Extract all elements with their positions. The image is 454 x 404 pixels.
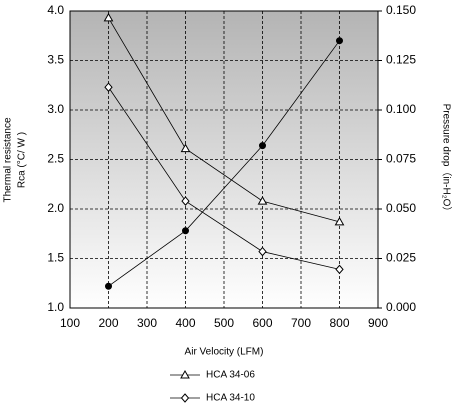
legend-label: HCA 34-10: [206, 393, 255, 404]
y-axis-label: Rca (°C/ W ): [17, 132, 28, 188]
x-tick-label: 800: [329, 316, 349, 330]
x-tick-label: 700: [291, 316, 311, 330]
marker: [105, 282, 112, 290]
y2-tick-label: 0.125: [386, 53, 416, 67]
series-line: [108, 40, 340, 287]
x-tick-label: 900: [368, 316, 388, 330]
y2-tick-label: 0.025: [386, 251, 416, 265]
y-tick-label: 1.5: [47, 251, 64, 265]
marker: [258, 246, 267, 257]
marker: [334, 216, 345, 226]
y2-axis-label: Pressure drop（in-H₂O）: [440, 104, 452, 217]
y-tick-label: 2.0: [47, 201, 64, 215]
series-line: [108, 87, 340, 270]
marker: [336, 37, 343, 45]
y-tick-label: 3.5: [47, 53, 64, 67]
marker: [180, 393, 190, 403]
x-tick-label: 400: [175, 316, 195, 330]
series-line: [108, 17, 340, 223]
marker: [335, 264, 344, 275]
marker: [182, 227, 189, 235]
marker: [104, 82, 113, 92]
y2-tick-label: 0.150: [386, 3, 416, 17]
marker: [259, 142, 266, 150]
y-axis-label: Thermal resistance: [3, 117, 14, 202]
x-tick-label: 300: [137, 316, 157, 330]
x-axis-label: Air Velocity (LFM): [185, 347, 264, 358]
x-tick-label: 500: [214, 316, 234, 330]
y2-tick-label: 0.100: [386, 102, 416, 116]
marker: [181, 196, 190, 206]
y2-tick-label: 0.050: [386, 201, 416, 215]
y-tick-label: 3.0: [47, 102, 64, 116]
y-tick-label: 2.5: [47, 152, 64, 166]
marker: [103, 12, 114, 22]
marker: [180, 369, 190, 379]
y-tick-label: 4.0: [47, 3, 64, 17]
y-tick-label: 1.0: [47, 300, 64, 314]
marker: [180, 143, 191, 153]
legend-label: HCA 34-06: [206, 370, 255, 381]
x-tick-label: 100: [60, 316, 80, 330]
marker: [257, 196, 268, 205]
x-tick-label: 600: [252, 316, 272, 330]
x-tick-label: 200: [98, 316, 118, 330]
y2-tick-label: 0.000: [386, 300, 416, 314]
y2-tick-label: 0.075: [386, 152, 416, 166]
